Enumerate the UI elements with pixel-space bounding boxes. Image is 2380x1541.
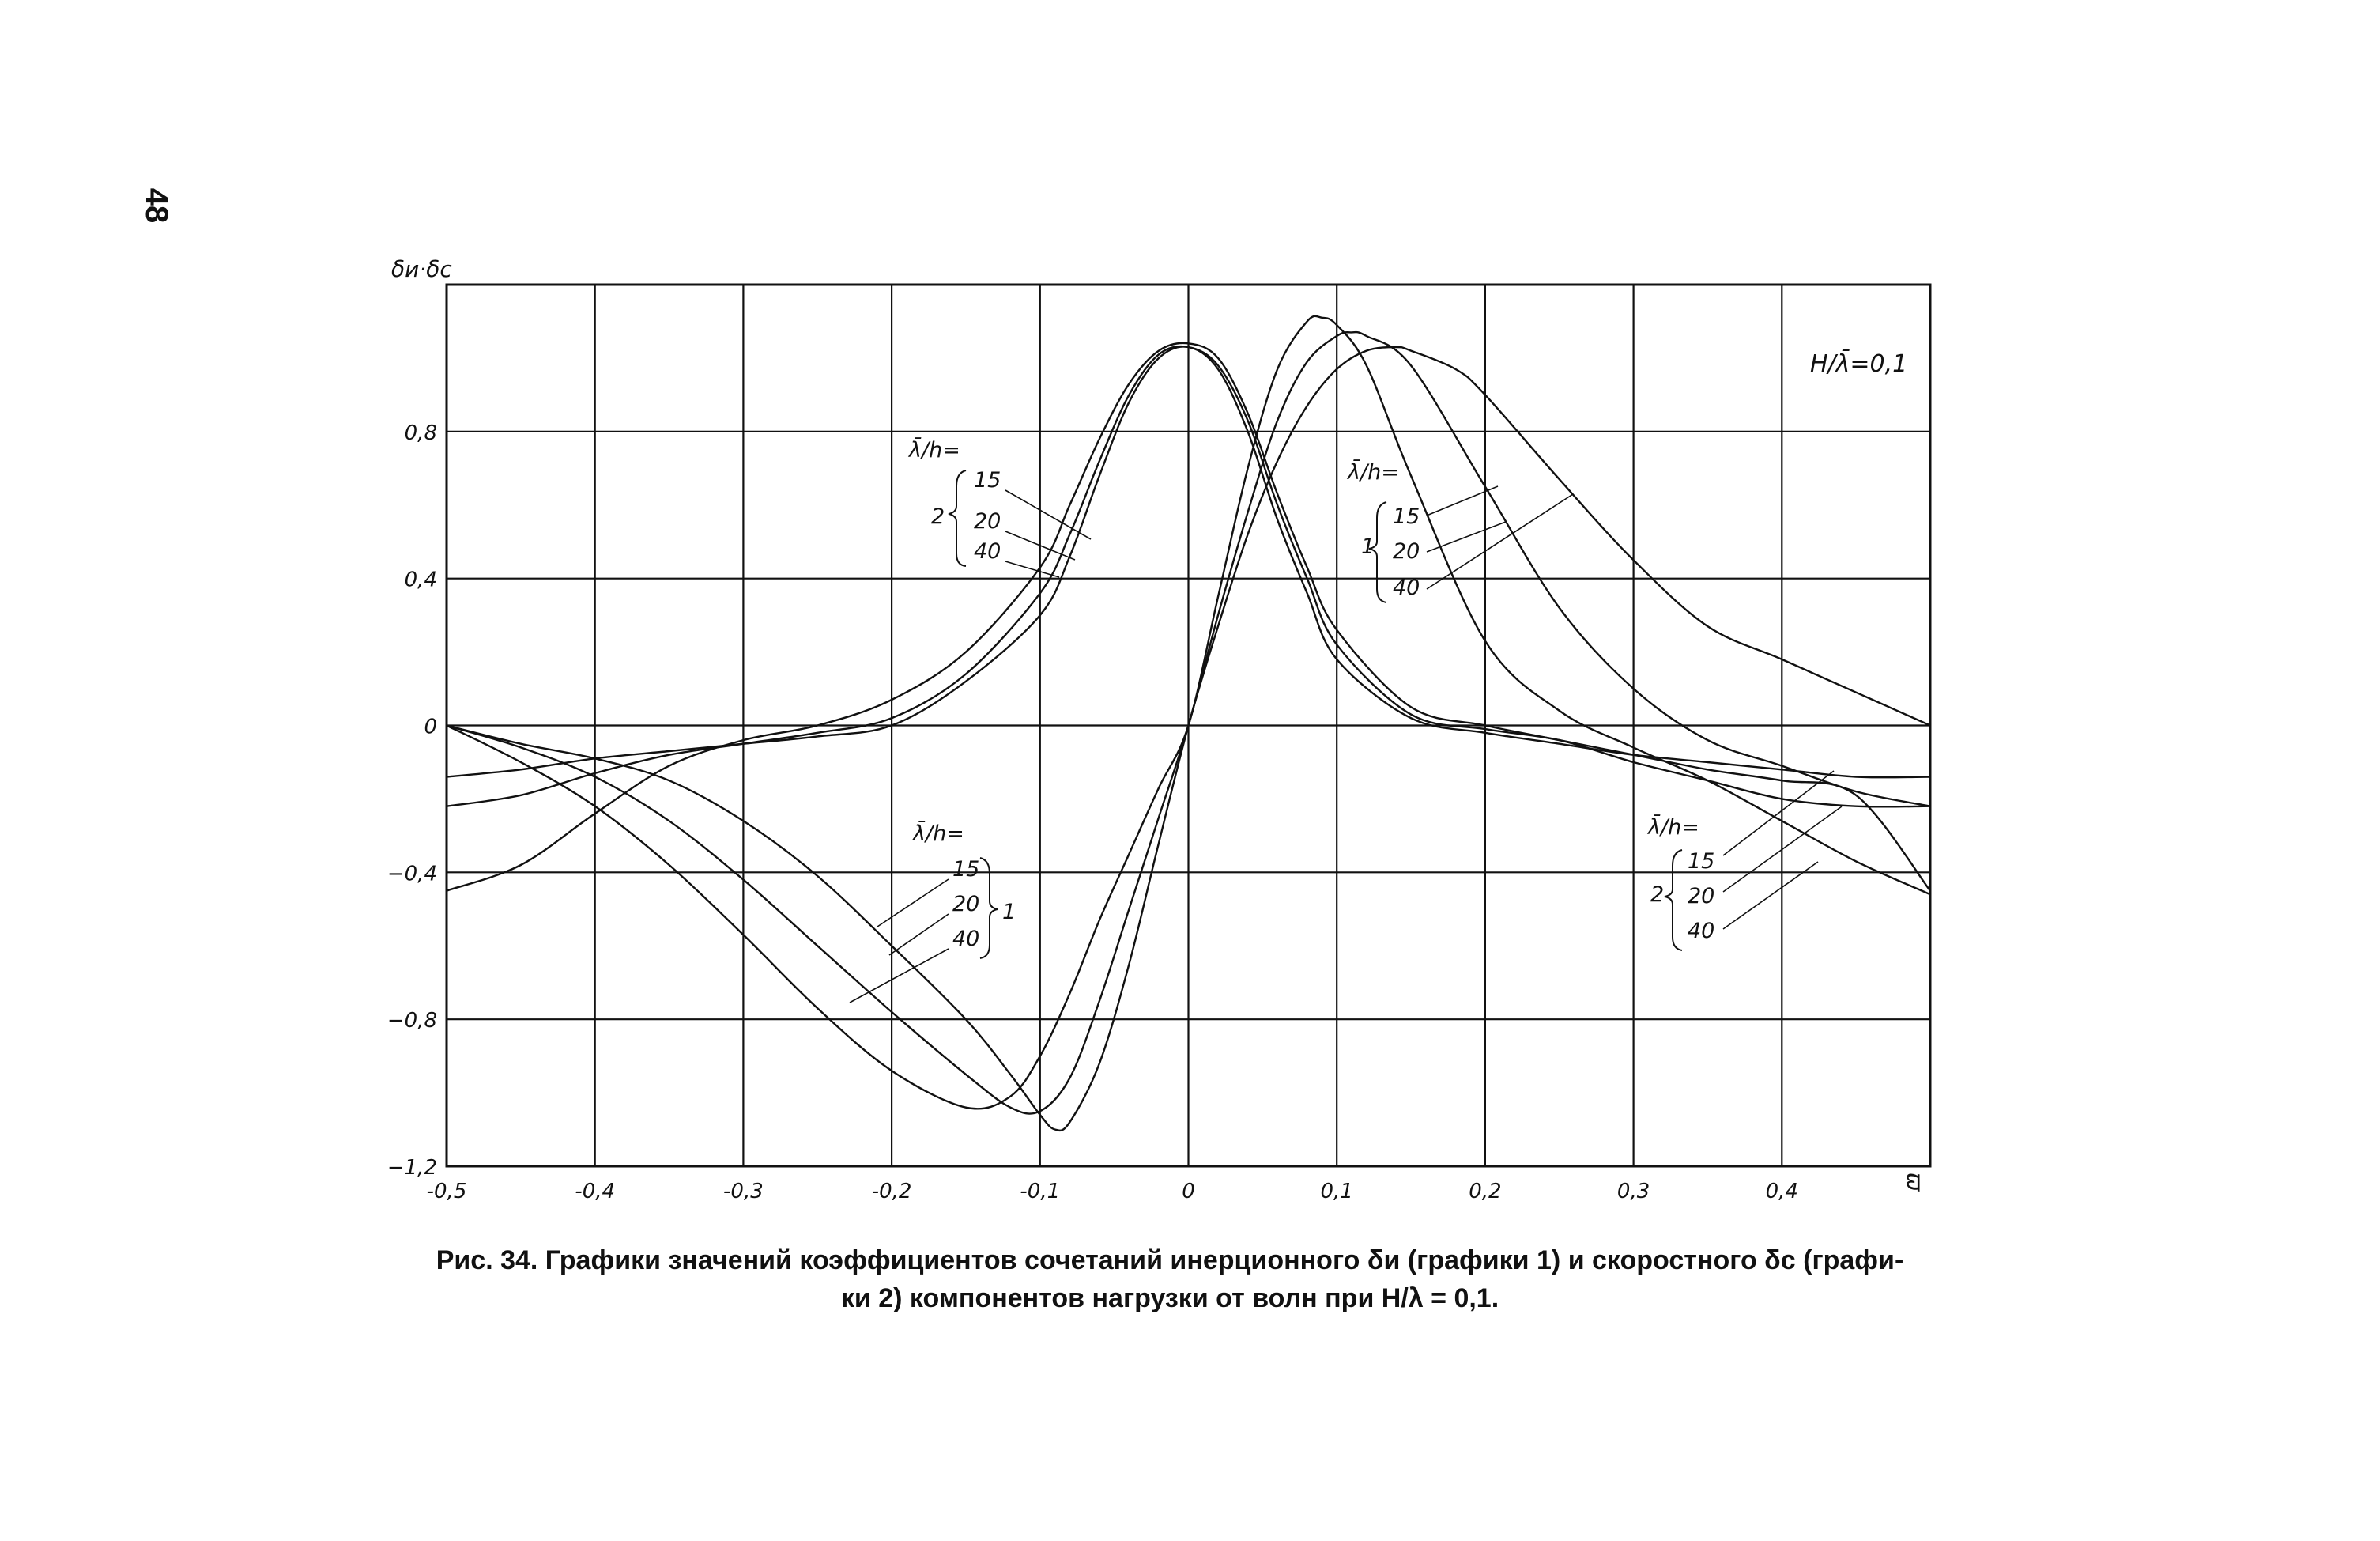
group-2-left-leader-40 (1005, 561, 1060, 578)
group-1-left-leader-40 (849, 948, 949, 1003)
series-line-2-40 (446, 346, 1931, 779)
group-1-right-brace (1368, 501, 1387, 603)
ratio-annotation: H/λ̄=0,1 (1810, 349, 1907, 378)
x-tick-label: -0,5 (427, 1180, 467, 1203)
group-1-right-value-40: 40 (1393, 576, 1420, 600)
figure-caption: Рис. 34. Графики значений коэффициентов … (379, 1241, 1960, 1317)
y-tick-label: 0 (424, 716, 437, 739)
group-2-left-value-40: 40 (974, 539, 1001, 564)
group-2-left-value-20: 20 (974, 509, 1001, 534)
tick-labels: -0,5 -0,4 -0,3 -0,2 -0,1 0 0,1 0,2 0,3 0,4 0,8 0,4 0… (387, 421, 1798, 1203)
x-tick-label: 0,1 (1321, 1180, 1353, 1203)
group-1-left-value-20: 20 (952, 892, 979, 916)
group-1-left-leader-20 (888, 913, 949, 956)
y-tick-label: −1,2 (387, 1156, 437, 1180)
series-layer (446, 315, 1931, 1132)
group-2-right-ratio-label: λ̄/h= (1646, 814, 1699, 840)
x-tick-label: 0,4 (1766, 1180, 1798, 1203)
group-1-left-value-15: 15 (952, 857, 979, 882)
y-tick-label: −0,8 (387, 1009, 437, 1033)
group-2-left-family-label: 2 (931, 504, 945, 529)
caption-line-1: Рис. 34. Графики значений коэффициентов … (436, 1245, 1904, 1275)
x-tick-label: -0,2 (872, 1180, 912, 1203)
caption-line-2: ки 2) компонентов нагрузки от волн при H… (840, 1283, 1499, 1313)
group-2-left-value-15: 15 (974, 468, 1001, 493)
x-tick-label: 0,3 (1617, 1180, 1650, 1203)
x-tick-label: 0,2 (1469, 1180, 1501, 1203)
group-1-right-leader-40 (1426, 493, 1574, 590)
x-tick-label: 0 (1182, 1180, 1195, 1203)
series-line-1-40 (446, 346, 1931, 1132)
group-1-left-brace (979, 857, 998, 959)
group-1-left-value-40: 40 (952, 927, 979, 951)
y-axis-label: δи·δс (391, 256, 452, 282)
y-tick-label: 0,4 (405, 568, 437, 592)
group-1-left-leader-15 (877, 878, 949, 927)
group-2-right-leader-40 (1722, 861, 1819, 930)
annotations: δи·δс ϖ H/λ̄=0,1 λ̄/h= 2 15 20 40 λ̄/h= … (391, 256, 1928, 1192)
group-2-left-leader-20 (1005, 531, 1076, 561)
group-2-left-ratio-label: λ̄/h= (907, 437, 960, 463)
group-1-right-leader-20 (1426, 521, 1507, 553)
y-tick-label: −0,4 (387, 862, 437, 886)
group-2-right-brace (1664, 849, 1683, 951)
group-1-right-ratio-label: λ̄/h= (1346, 459, 1399, 485)
y-tick-label: 0,8 (405, 421, 437, 445)
x-tick-label: -0,1 (1020, 1180, 1060, 1203)
group-2-right-value-20: 20 (1688, 884, 1714, 908)
x-tick-label: -0,3 (723, 1180, 764, 1203)
group-2-left-brace (948, 470, 967, 567)
group-2-left-leader-15 (1005, 489, 1092, 540)
group-1-left-family-label: 1 (1002, 900, 1016, 924)
x-axis-label: ϖ (1902, 1173, 1928, 1192)
group-1-left-ratio-label: λ̄/h= (911, 821, 964, 846)
group-1-right-value-15: 15 (1393, 504, 1420, 529)
group-2-right-leader-15 (1722, 770, 1835, 856)
group-1-right-value-20: 20 (1393, 539, 1420, 564)
group-2-right-leader-20 (1722, 806, 1843, 893)
group-1-right-leader-15 (1426, 485, 1499, 516)
x-tick-label: -0,4 (575, 1180, 615, 1203)
group-2-right-value-40: 40 (1688, 919, 1714, 943)
group-1-right-family-label: 1 (1361, 534, 1375, 559)
group-2-right-value-15: 15 (1688, 849, 1714, 874)
group-2-right-family-label: 2 (1650, 882, 1664, 907)
series-line-1-15 (446, 315, 1931, 1110)
